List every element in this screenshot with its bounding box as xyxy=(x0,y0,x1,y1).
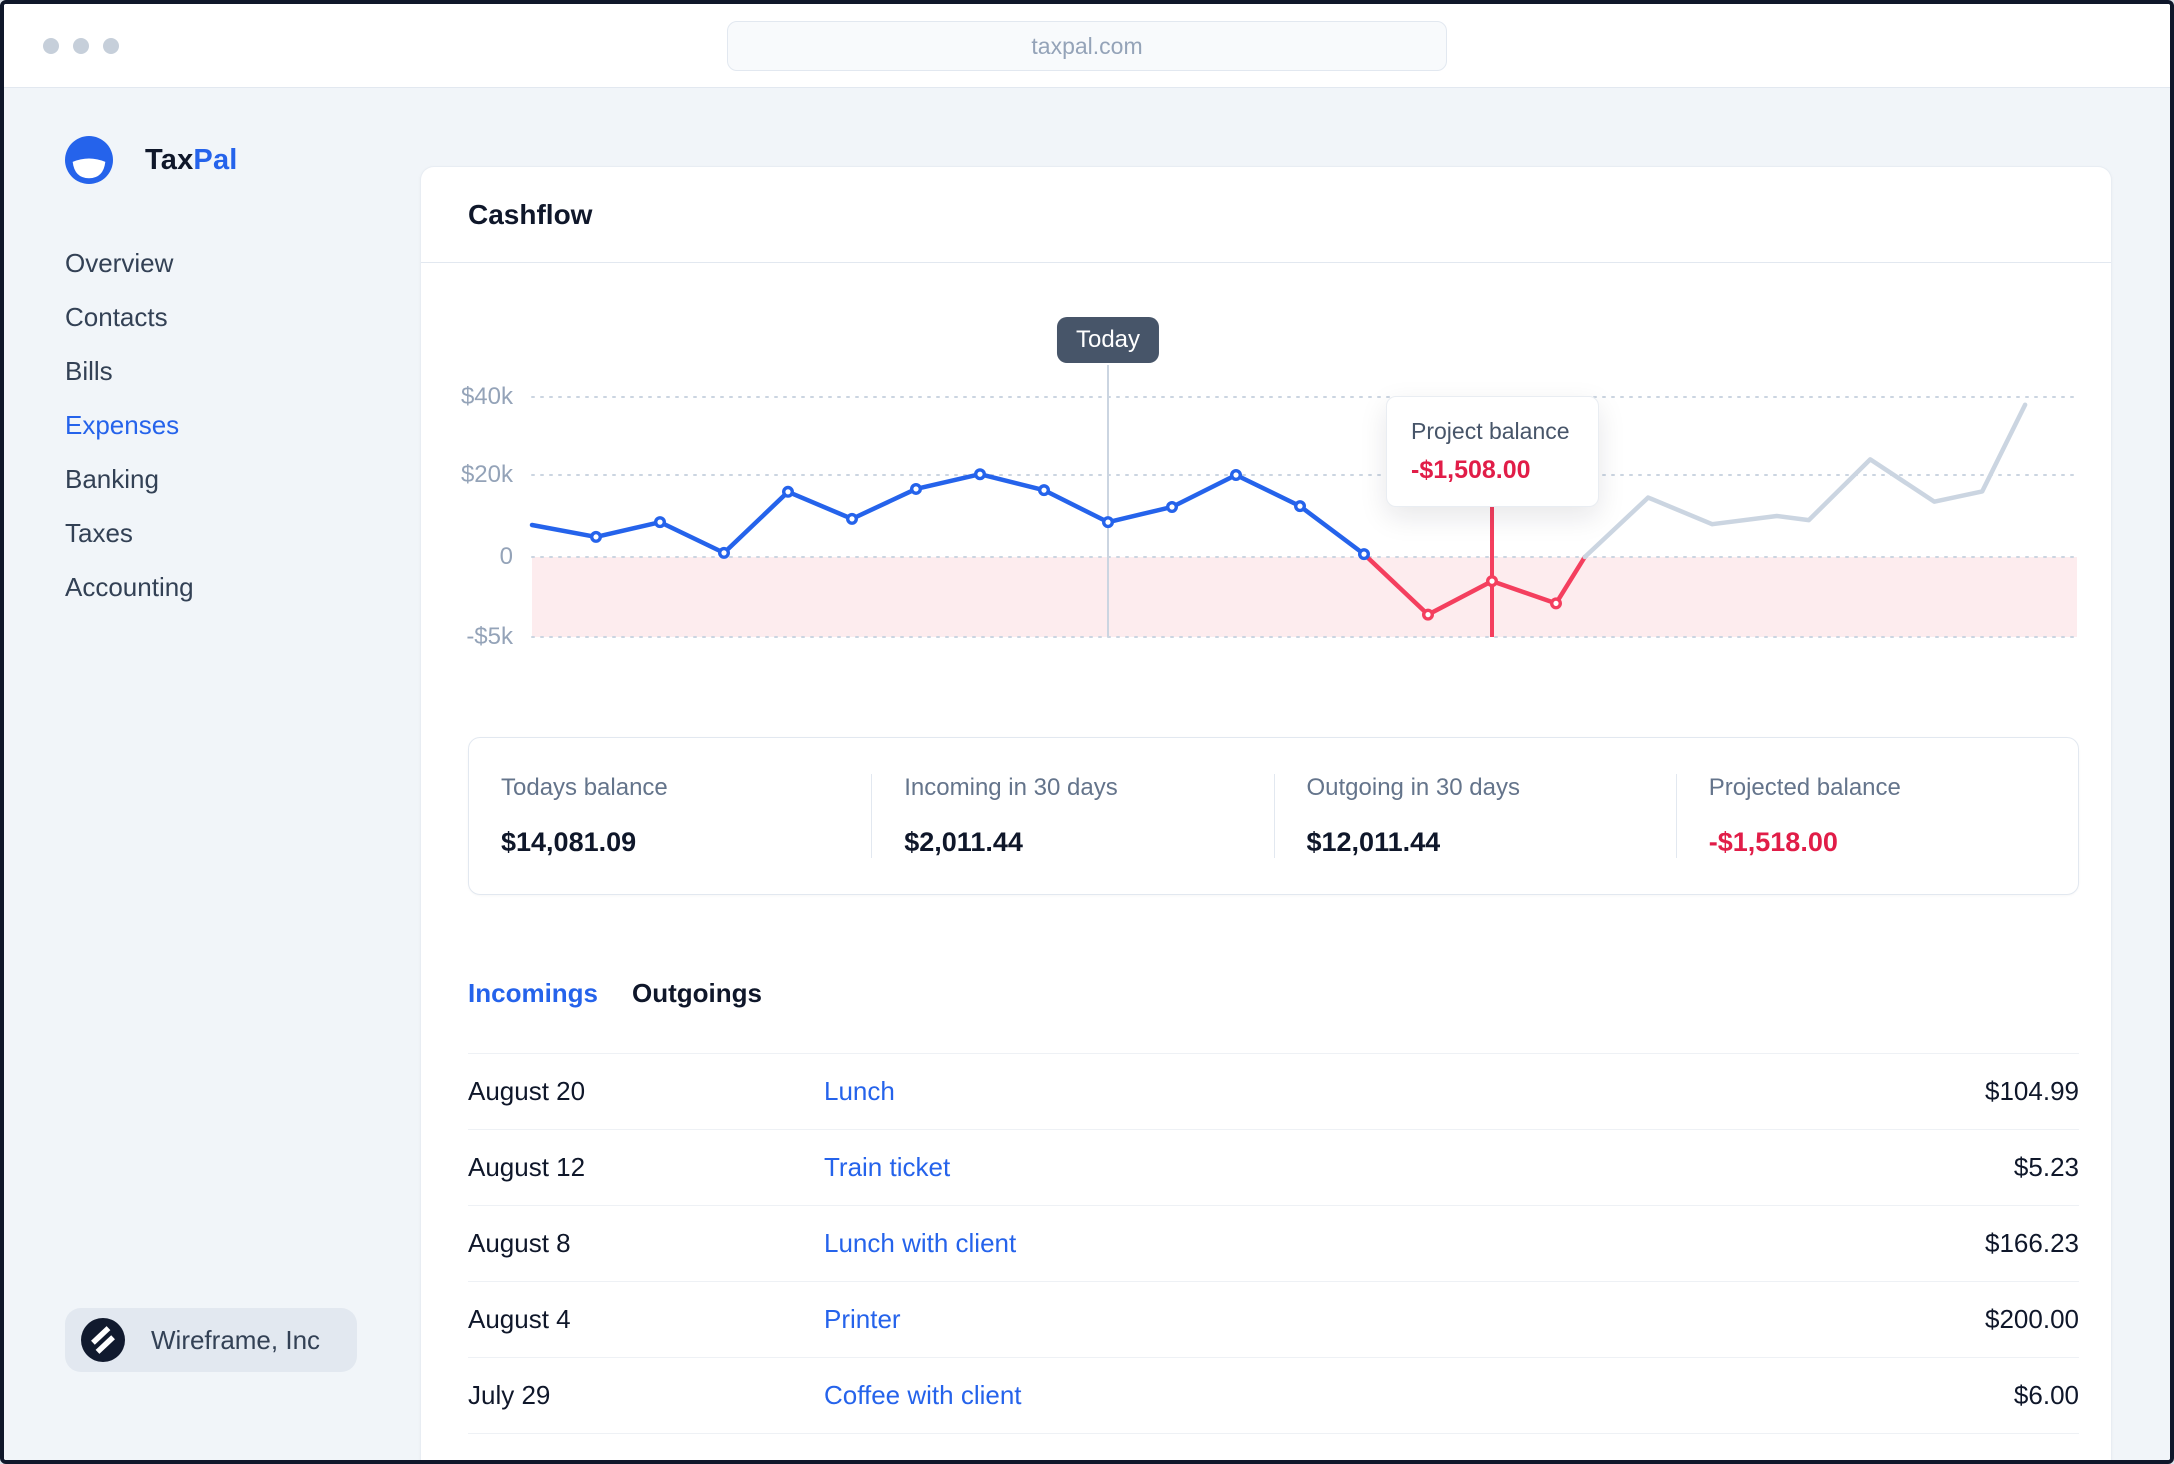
brand-second: Pal xyxy=(193,143,238,176)
today-marker-pill: Today xyxy=(1056,317,1160,363)
taxpal-logo-icon xyxy=(65,136,113,184)
transactions-table: August 20 Lunch $104.99 August 12 Train … xyxy=(468,1053,2079,1460)
data-point-marker xyxy=(1230,468,1243,481)
traffic-light-dot xyxy=(73,38,89,54)
data-point-marker xyxy=(1358,548,1371,561)
sidebar: TaxPal Overview Contacts Bills Expenses … xyxy=(4,88,420,1460)
cashflow-chart-svg xyxy=(529,365,2078,638)
transaction-date: August 12 xyxy=(468,1152,586,1182)
data-point-marker xyxy=(1038,484,1051,497)
sidebar-item-overview[interactable]: Overview xyxy=(65,247,174,278)
project-balance-tooltip: Project balance -$1,508.00 xyxy=(1386,396,1599,507)
data-point-marker xyxy=(1485,575,1498,588)
transaction-amount: $200.00 xyxy=(1985,1304,2079,1334)
brand: TaxPal xyxy=(65,134,420,186)
table-row: August 20 Lunch $104.99 xyxy=(468,1053,2079,1129)
y-axis-tick: -$5k xyxy=(466,623,513,650)
traffic-light-dot xyxy=(103,38,119,54)
summary-todays-balance: Todays balance $14,081.09 xyxy=(469,774,871,858)
series-history-line xyxy=(529,471,1367,557)
summary-cards: Todays balance $14,081.09 Incoming in 30… xyxy=(468,737,2079,895)
data-point-marker xyxy=(1422,608,1435,621)
table-row: August 8 Lunch with client $166.23 xyxy=(468,1205,2079,1281)
transaction-amount: $105.63 xyxy=(1985,1456,2079,1460)
data-point-marker xyxy=(589,530,602,543)
data-point-marker xyxy=(1549,597,1562,610)
window-controls xyxy=(43,38,119,54)
transaction-date: July 29 xyxy=(468,1380,551,1410)
transaction-amount: $166.23 xyxy=(1985,1228,2079,1258)
data-point-marker xyxy=(653,516,666,529)
transaction-date: August 4 xyxy=(468,1304,571,1334)
negative-band xyxy=(532,557,2077,637)
data-point-marker xyxy=(1166,500,1179,513)
sidebar-item-contacts[interactable]: Contacts xyxy=(65,301,168,332)
table-row: July 29 Coffee with client $6.00 xyxy=(468,1357,2079,1433)
card-header: Cashflow xyxy=(421,167,2111,263)
summary-value: -$1,518.00 xyxy=(1708,827,1838,857)
table-row: August 4 Printer $200.00 xyxy=(468,1281,2079,1357)
summary-incoming-30-days: Incoming in 30 days $2,011.44 xyxy=(871,774,1273,858)
data-point-marker xyxy=(846,512,859,525)
transaction-date: August 8 xyxy=(468,1228,571,1258)
tooltip-value: -$1,508.00 xyxy=(1411,456,1531,484)
main-area: Cashflow $40k $20k 0 -$5k Today Project … xyxy=(420,88,2170,1460)
tab-incomings[interactable]: Incomings xyxy=(468,978,599,1008)
tooltip-title: Project balance xyxy=(1411,418,1570,444)
y-axis-tick: $40k xyxy=(460,383,513,410)
url-text: taxpal.com xyxy=(1031,32,1143,59)
cashflow-card: Cashflow $40k $20k 0 -$5k Today Project … xyxy=(420,166,2112,1460)
transaction-link[interactable]: Lunch with client xyxy=(824,1228,1017,1258)
transaction-date: August 20 xyxy=(468,1076,586,1106)
tab-outgoings[interactable]: Outgoings xyxy=(632,978,762,1008)
page-title: Cashflow xyxy=(468,198,593,230)
transaction-amount: $5.23 xyxy=(2013,1152,2079,1182)
traffic-light-dot xyxy=(43,38,59,54)
wireframe-logo-icon xyxy=(81,1318,125,1362)
data-point-marker xyxy=(1102,516,1115,529)
y-axis-tick: 0 xyxy=(499,543,513,570)
organization-name: Wireframe, Inc xyxy=(151,1324,321,1355)
sidebar-item-accounting[interactable]: Accounting xyxy=(65,571,194,602)
organization-switcher[interactable]: Wireframe, Inc xyxy=(65,1308,357,1372)
transaction-link[interactable]: Coffee with client xyxy=(824,1380,1022,1410)
transaction-date: July 22 xyxy=(468,1456,824,1460)
address-bar[interactable]: taxpal.com xyxy=(727,21,1447,71)
data-point-marker xyxy=(1294,500,1307,513)
summary-outgoing-30-days: Outgoing in 30 days $12,011.44 xyxy=(1273,774,1676,858)
brand-first: Tax xyxy=(145,143,194,176)
summary-value: $2,011.44 xyxy=(904,827,1023,857)
transaction-link[interactable]: Lunch xyxy=(824,1076,895,1106)
summary-value: $12,011.44 xyxy=(1306,827,1441,857)
y-axis-tick: $20k xyxy=(460,461,513,488)
table-row: July 22 Travel $105.63 xyxy=(468,1433,2079,1460)
browser-bar: taxpal.com xyxy=(4,4,2170,88)
table-row: August 12 Train ticket $5.23 xyxy=(468,1129,2079,1205)
sidebar-item-banking[interactable]: Banking xyxy=(65,463,159,494)
transaction-link[interactable]: Train ticket xyxy=(824,1152,951,1182)
data-point-marker xyxy=(910,482,923,495)
brand-name: TaxPal xyxy=(145,144,238,177)
sidebar-nav: Overview Contacts Bills Expenses Banking… xyxy=(65,236,420,614)
transactions-tabs: Incomings Outgoings xyxy=(468,977,2079,1009)
transaction-link[interactable]: Printer xyxy=(824,1304,901,1334)
data-point-marker xyxy=(974,468,987,481)
cashflow-chart: $40k $20k 0 -$5k Today Project balance -… xyxy=(421,263,2111,687)
data-point-marker xyxy=(718,546,731,559)
sidebar-item-expenses[interactable]: Expenses xyxy=(65,409,180,440)
series-projection-line xyxy=(1582,402,2028,560)
transaction-link[interactable]: Travel xyxy=(824,1456,1985,1460)
transaction-amount: $6.00 xyxy=(2013,1380,2079,1410)
summary-value: $14,081.09 xyxy=(501,827,637,857)
sidebar-item-bills[interactable]: Bills xyxy=(65,355,113,386)
sidebar-item-taxes[interactable]: Taxes xyxy=(65,517,133,548)
transaction-amount: $104.99 xyxy=(1985,1076,2079,1106)
data-point-marker xyxy=(782,485,795,498)
summary-projected-balance: Projected balance -$1,518.00 xyxy=(1675,774,2078,858)
